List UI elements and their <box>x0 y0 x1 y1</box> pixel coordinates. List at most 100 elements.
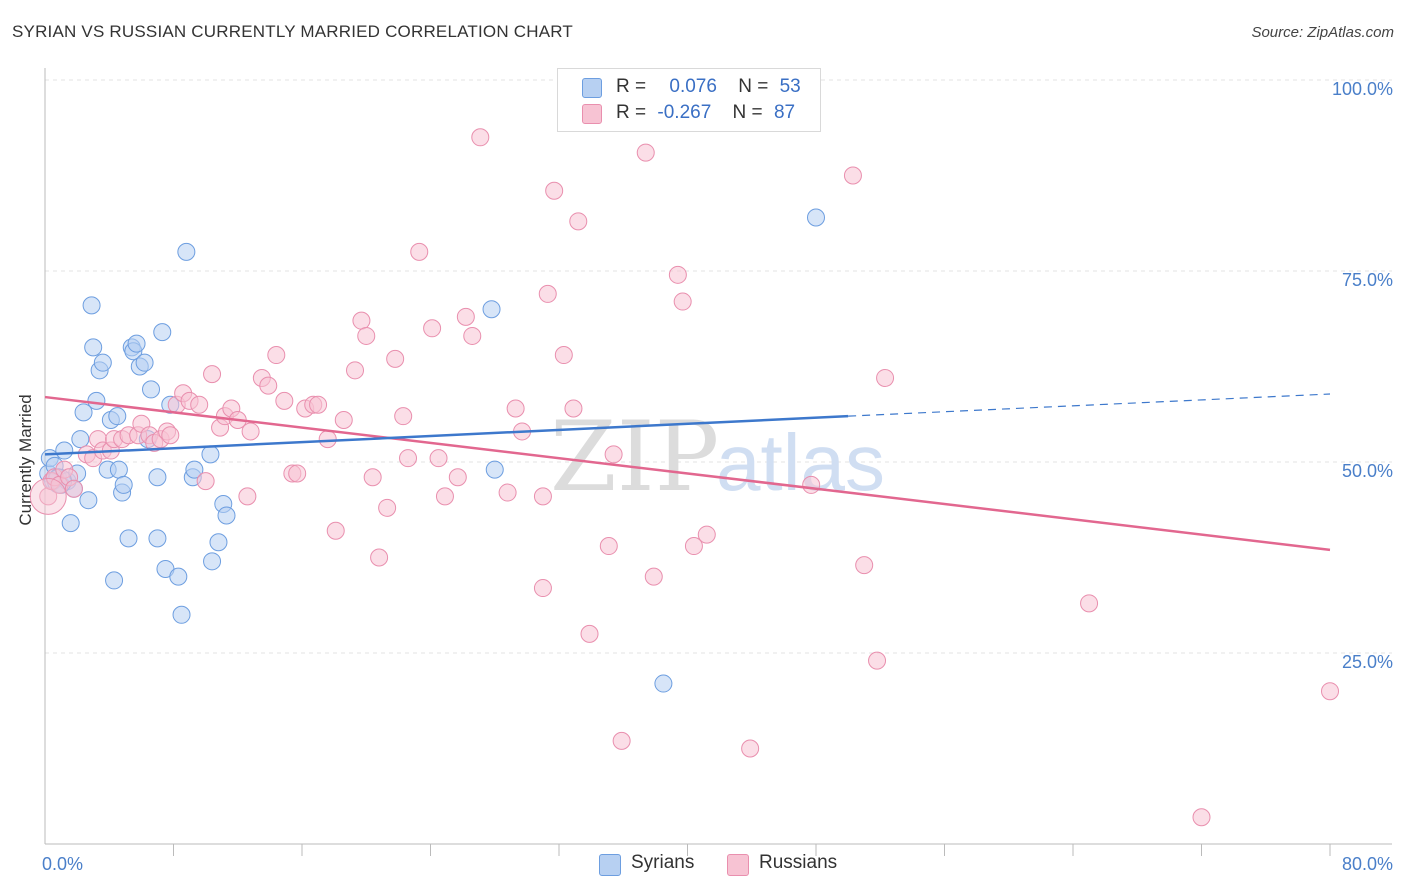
watermark-atlas: atlas <box>716 418 885 507</box>
y-tick-label-75: 75.0% <box>1342 270 1393 290</box>
russian-point <box>378 498 397 517</box>
watermark-zip: ZIP <box>550 401 719 513</box>
syrian-point <box>82 296 101 315</box>
watermark: ZIP atlas <box>550 401 885 513</box>
russian-point-cluster <box>29 477 67 515</box>
russian-point <box>802 475 821 494</box>
russian-point <box>334 410 353 429</box>
russian-point <box>190 395 209 414</box>
russian-point <box>471 128 490 147</box>
legend-swatch-russians <box>727 854 749 876</box>
russian-point <box>697 525 716 544</box>
syrian-point <box>203 552 222 571</box>
syrians-n-label: N = <box>738 76 769 97</box>
russian-point <box>604 445 623 464</box>
russian-point <box>275 391 294 410</box>
russian-point <box>636 143 655 162</box>
legend-label-syrians: Syrians <box>631 852 695 873</box>
russian-point <box>1192 808 1211 827</box>
russian-point <box>386 349 405 368</box>
russian-point <box>288 464 307 483</box>
syrian-point <box>93 353 112 372</box>
russian-point <box>352 311 371 330</box>
russian-point <box>506 399 525 418</box>
syrian-point <box>807 208 825 227</box>
russian-point <box>64 479 83 498</box>
russian-point <box>463 326 482 345</box>
syrian-point <box>177 242 196 261</box>
syrian-point <box>61 514 80 533</box>
syrian-point <box>153 323 172 342</box>
russian-point <box>564 399 583 418</box>
russian-point <box>644 567 663 586</box>
legend-swatch-syrians <box>599 854 621 876</box>
syrian-point <box>482 300 501 319</box>
legend-label-russians: Russians <box>759 852 838 873</box>
syrian-trend-extension <box>848 393 1331 417</box>
syrian-point <box>79 491 98 510</box>
russian-point <box>533 487 552 506</box>
syrian-point <box>119 529 138 548</box>
russian-point <box>363 468 382 487</box>
syrian-point <box>201 445 220 464</box>
russian-point <box>326 521 345 540</box>
syrian-point <box>105 571 124 590</box>
russian-point <box>238 487 257 506</box>
russian-point <box>580 624 599 643</box>
russian-point <box>843 166 862 185</box>
y-tick-label-100: 100.0% <box>1332 79 1393 99</box>
russian-point <box>668 265 687 284</box>
x-tick-label-min: 0.0% <box>42 854 83 874</box>
russian-point <box>673 292 692 311</box>
x-tick-label-max: 80.0% <box>1342 854 1393 874</box>
syrian-point <box>108 407 127 426</box>
y-tick-label-25: 25.0% <box>1342 652 1393 672</box>
trend-lines <box>44 393 1331 552</box>
russian-point <box>410 242 429 261</box>
russian-point <box>394 407 413 426</box>
syrians-r-value: 0.076 <box>669 76 717 97</box>
russian-point <box>241 422 260 441</box>
russians-swatch <box>582 104 602 124</box>
syrian-point <box>148 529 167 548</box>
russian-point <box>456 307 475 326</box>
russian-trend-line <box>44 395 1331 552</box>
syrians-r-label: R = <box>616 76 647 97</box>
russian-point <box>684 537 703 556</box>
syrian-point <box>169 567 188 586</box>
russian-point <box>196 472 215 491</box>
russian-point <box>259 376 278 395</box>
russian-point <box>612 731 631 750</box>
russian-point <box>1080 594 1099 613</box>
russian-point <box>370 548 389 567</box>
russians-r-label: R = <box>616 102 647 123</box>
syrian-point <box>654 674 673 693</box>
grid-lines <box>45 79 1392 654</box>
russian-point <box>318 430 337 449</box>
russian-point <box>533 579 552 598</box>
russian-point <box>203 365 222 384</box>
syrians-n-value: 53 <box>779 76 801 97</box>
syrian-point <box>142 380 161 399</box>
syrian-point <box>87 391 106 410</box>
russian-point <box>267 346 286 365</box>
russian-point <box>399 449 418 468</box>
russian-point <box>868 651 887 670</box>
russian-point <box>161 426 180 445</box>
russian-point <box>876 368 895 387</box>
syrian-point <box>84 338 103 357</box>
russian-point <box>429 449 448 468</box>
chart-title: SYRIAN VS RUSSIAN CURRENTLY MARRIED CORR… <box>12 22 573 41</box>
syrian-point <box>109 460 128 479</box>
russian-point <box>569 212 588 231</box>
russians-r-value: -0.267 <box>657 102 712 123</box>
syrian-point <box>485 460 504 479</box>
syrian-point <box>74 403 93 422</box>
stats-box: R = 0.076 N = 53 R = -0.267 N = 87 <box>557 68 821 132</box>
russian-point <box>498 483 517 502</box>
syrian-point <box>71 430 90 449</box>
russian-point <box>1321 682 1339 701</box>
russian-point <box>357 326 376 345</box>
syrians-swatch <box>582 78 602 98</box>
